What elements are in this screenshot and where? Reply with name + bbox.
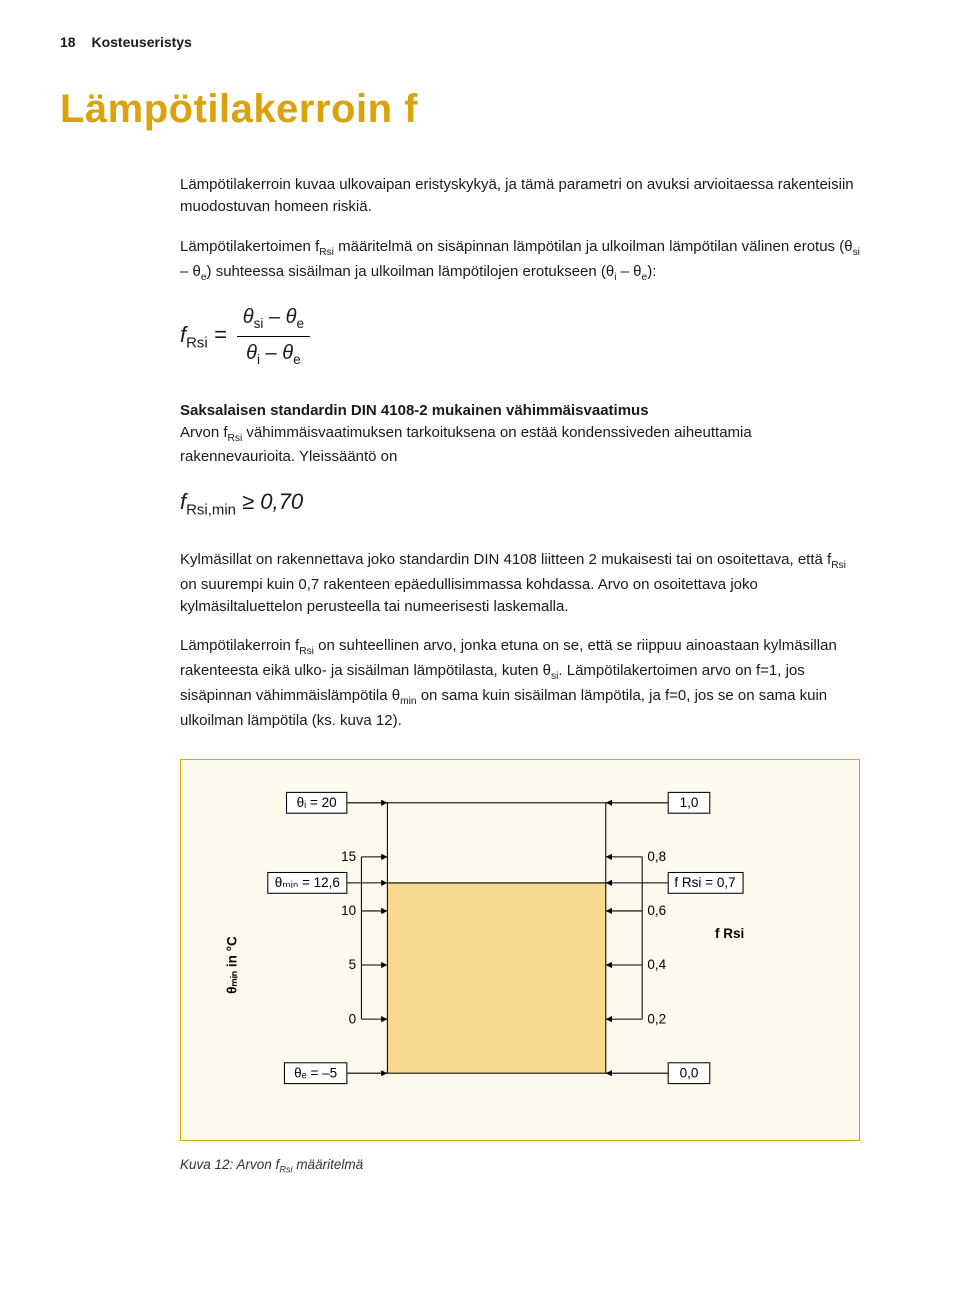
svg-text:0,0: 0,0 [680, 1066, 699, 1081]
svg-text:1,0: 1,0 [680, 795, 699, 810]
figure-caption: Kuva 12: Arvon fRsi määritelmä [180, 1155, 860, 1177]
section-name: Kosteuseristys [91, 34, 191, 50]
svg-text:5: 5 [349, 958, 357, 973]
svg-text:θₑ = –5: θₑ = –5 [294, 1066, 337, 1081]
svg-text:10: 10 [341, 904, 356, 919]
svg-text:θₘᵢₙ in °C: θₘᵢₙ in °C [225, 936, 240, 994]
svg-text:f Rsi: f Rsi [715, 926, 744, 941]
svg-text:θₘᵢₙ = 12,6: θₘᵢₙ = 12,6 [275, 876, 340, 891]
formula-frsi: fRsi = θsi – θe θi – θe [180, 303, 860, 369]
svg-text:θᵢ = 20: θᵢ = 20 [297, 795, 337, 810]
svg-text:15: 15 [341, 850, 356, 865]
subsection-heading: Saksalaisen standardin DIN 4108-2 mukain… [180, 400, 860, 422]
paragraph-4: Kylmäsillat on rakennettava joko standar… [180, 549, 860, 617]
min-requirement-paragraph: Arvon fRsi vähimmäisvaatimuksen tarkoitu… [180, 422, 860, 469]
svg-text:f Rsi = 0,7: f Rsi = 0,7 [674, 876, 735, 891]
svg-text:0: 0 [349, 1012, 357, 1027]
svg-text:0,2: 0,2 [647, 1012, 666, 1027]
page-title: Lämpötilakerroin f [60, 80, 900, 138]
main-content: Lämpötilakerroin kuvaa ulkovaipan eristy… [60, 174, 900, 1176]
figure-12-svg: θᵢ = 20 θₘᵢₙ = 12,6 θₑ = –5 15 10 5 0 1,0 f Rsi … [195, 782, 819, 1104]
figure-12: θᵢ = 20 θₘᵢₙ = 12,6 θₑ = –5 15 10 5 0 1,0 f Rsi … [180, 759, 860, 1140]
svg-text:0,8: 0,8 [647, 850, 666, 865]
paragraph-5: Lämpötilakerroin fRsi on suhteellinen ar… [180, 635, 860, 731]
svg-text:0,4: 0,4 [647, 958, 666, 973]
formula-fraction: θsi – θe θi – θe [237, 303, 310, 369]
svg-text:0,6: 0,6 [647, 904, 666, 919]
definition-paragraph: Lämpötilakertoimen fRsi määritelmä on si… [180, 236, 860, 286]
intro-paragraph: Lämpötilakerroin kuvaa ulkovaipan eristy… [180, 174, 860, 218]
rule-formula: fRsi,min ≥ 0,70 [180, 486, 860, 521]
page-header: 18 Kosteuseristys [60, 32, 900, 52]
page-number: 18 [60, 34, 76, 50]
